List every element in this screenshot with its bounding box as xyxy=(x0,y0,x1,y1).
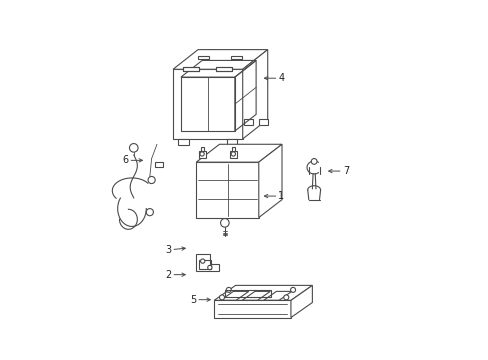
Polygon shape xyxy=(214,285,312,300)
Polygon shape xyxy=(226,139,237,145)
Circle shape xyxy=(220,219,229,227)
Polygon shape xyxy=(290,285,312,318)
Polygon shape xyxy=(196,254,219,271)
Bar xyxy=(183,67,199,71)
Bar xyxy=(199,152,205,158)
Bar xyxy=(216,67,231,71)
Bar xyxy=(230,152,236,158)
Text: 7: 7 xyxy=(342,166,348,176)
Circle shape xyxy=(207,265,212,270)
Bar xyxy=(200,147,204,152)
Bar xyxy=(198,57,208,59)
Polygon shape xyxy=(173,50,267,69)
Circle shape xyxy=(146,208,153,216)
Polygon shape xyxy=(178,139,189,145)
Text: 1: 1 xyxy=(278,191,284,201)
Bar xyxy=(225,290,271,297)
Polygon shape xyxy=(214,300,290,318)
Text: 6: 6 xyxy=(122,156,128,165)
Text: 2: 2 xyxy=(164,270,171,280)
Bar xyxy=(216,67,231,71)
Polygon shape xyxy=(173,69,242,139)
Polygon shape xyxy=(196,144,282,162)
Text: 3: 3 xyxy=(165,245,171,255)
Circle shape xyxy=(219,295,224,300)
Circle shape xyxy=(311,158,316,164)
Circle shape xyxy=(148,176,155,184)
Polygon shape xyxy=(196,162,258,217)
Polygon shape xyxy=(258,119,267,125)
Bar xyxy=(230,57,241,59)
Circle shape xyxy=(226,287,231,292)
Bar xyxy=(183,67,199,71)
Circle shape xyxy=(283,295,288,300)
Circle shape xyxy=(129,144,138,152)
Text: 5: 5 xyxy=(190,295,196,305)
Bar xyxy=(155,162,163,167)
Bar xyxy=(231,147,235,152)
Polygon shape xyxy=(258,144,282,217)
Circle shape xyxy=(290,287,295,292)
Bar xyxy=(199,260,210,269)
Text: 4: 4 xyxy=(278,73,284,83)
Polygon shape xyxy=(242,50,267,139)
Circle shape xyxy=(200,259,204,263)
Polygon shape xyxy=(244,119,253,125)
